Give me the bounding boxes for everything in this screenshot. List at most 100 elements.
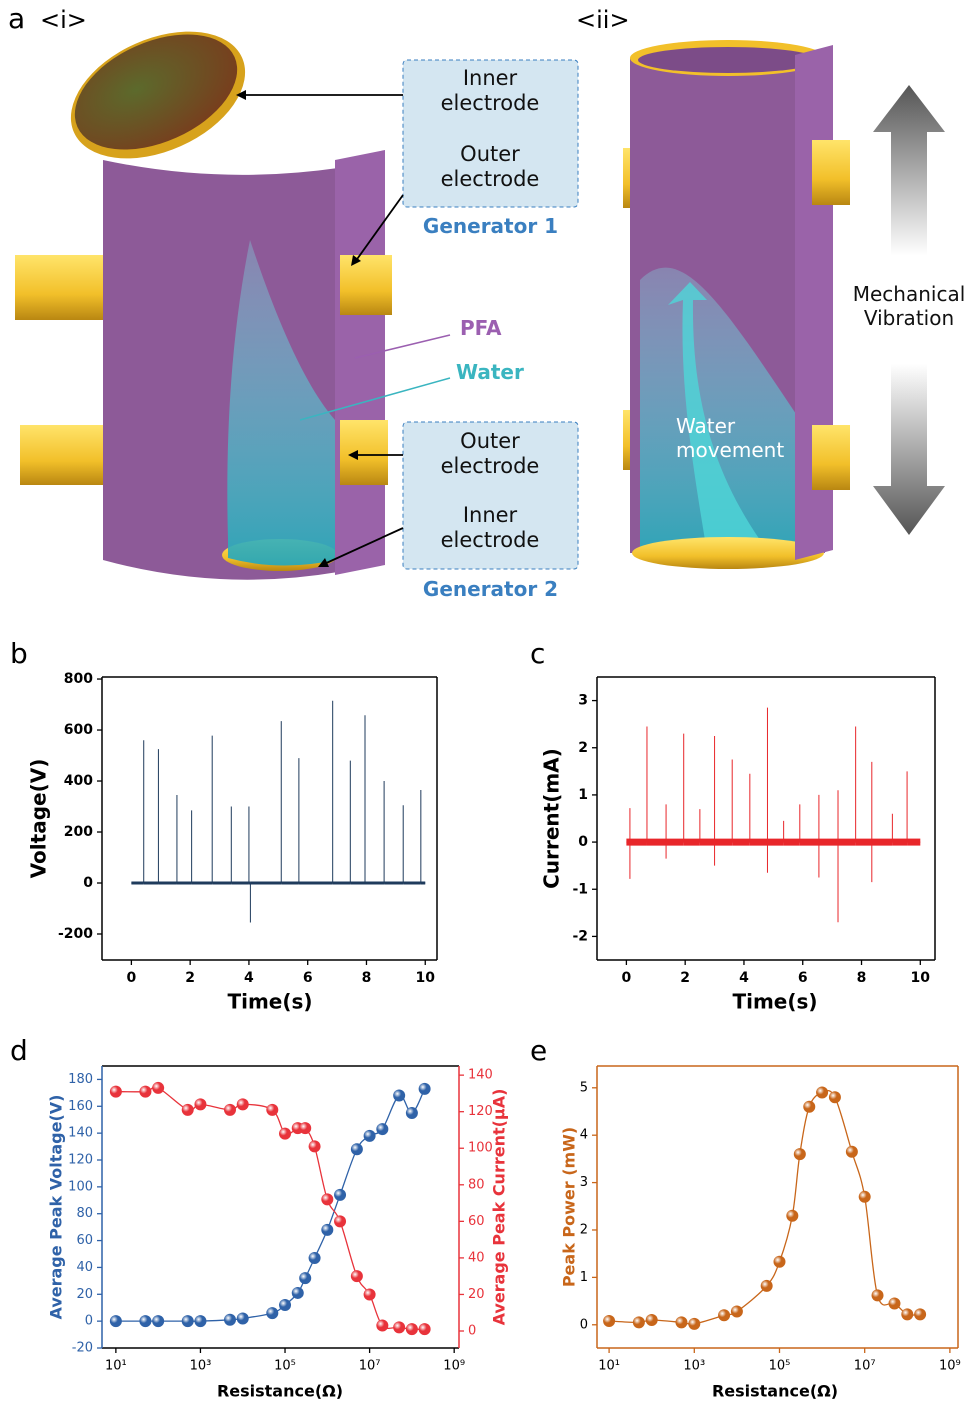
panel-label: a bbox=[8, 2, 25, 36]
marker bbox=[139, 1086, 151, 1098]
y-tick-label: 80 bbox=[76, 1206, 93, 1221]
y2-tick-label: 80 bbox=[468, 1177, 485, 1192]
y-tick-label: 400 bbox=[64, 773, 93, 789]
marker bbox=[152, 1082, 164, 1094]
x-tick-label: 10 bbox=[416, 970, 436, 986]
marker bbox=[224, 1314, 236, 1326]
series-line bbox=[116, 1087, 425, 1329]
panel-sub-label: <ii> bbox=[576, 6, 630, 35]
panel-label: b bbox=[10, 637, 28, 670]
y-tick-label: 1 bbox=[580, 1270, 588, 1285]
x-tick-label: 10³ bbox=[683, 1359, 705, 1374]
y-axis-label: Current(mA) bbox=[540, 748, 564, 889]
generator-label: Generator 2 bbox=[403, 577, 578, 601]
y-tick-label: 2 bbox=[578, 740, 588, 756]
y-tick-label: 40 bbox=[76, 1260, 93, 1275]
y2-tick-label: 60 bbox=[468, 1214, 485, 1229]
x-tick-label: 10⁷ bbox=[359, 1359, 381, 1374]
marker bbox=[773, 1256, 785, 1268]
marker bbox=[334, 1215, 346, 1227]
x-tick-label: 10⁹ bbox=[443, 1359, 465, 1374]
y-tick-label: -2 bbox=[572, 928, 588, 944]
panel-sub-label: <i> bbox=[40, 6, 87, 35]
marker bbox=[364, 1288, 376, 1300]
series-line bbox=[116, 1089, 425, 1321]
marker bbox=[393, 1321, 405, 1333]
marker bbox=[334, 1189, 346, 1201]
x-tick-label: 10⁵ bbox=[274, 1359, 296, 1374]
marker bbox=[731, 1306, 743, 1318]
marker bbox=[419, 1323, 431, 1335]
panel-label: d bbox=[10, 1034, 28, 1067]
x-tick-label: 10 bbox=[911, 970, 931, 986]
callout-text: Outer electrode bbox=[415, 142, 565, 192]
marker bbox=[603, 1315, 615, 1327]
marker bbox=[224, 1104, 236, 1116]
marker bbox=[364, 1130, 376, 1142]
marker bbox=[279, 1299, 291, 1311]
y-axis-label: Peak Power (mW) bbox=[560, 1127, 579, 1287]
marker bbox=[182, 1104, 194, 1116]
x-tick-label: 8 bbox=[362, 970, 372, 986]
x-tick-label: 10³ bbox=[190, 1359, 212, 1374]
y-tick-label: 140 bbox=[68, 1126, 93, 1141]
y-tick-label: 20 bbox=[76, 1287, 93, 1302]
x-axis-label: Time(s) bbox=[732, 990, 817, 1014]
series-line bbox=[131, 701, 425, 923]
y-tick-label: -200 bbox=[58, 926, 93, 942]
y-tick-label: 3 bbox=[580, 1175, 588, 1190]
marker bbox=[351, 1270, 363, 1282]
marker bbox=[901, 1308, 913, 1320]
marker bbox=[633, 1316, 645, 1328]
x-axis-label: Resistance(Ω) bbox=[712, 1382, 838, 1401]
y-tick-label: 160 bbox=[68, 1099, 93, 1114]
marker bbox=[393, 1090, 405, 1102]
marker bbox=[194, 1315, 206, 1327]
y-tick-label: 600 bbox=[64, 722, 93, 738]
material-label: PFA bbox=[460, 316, 502, 340]
marker bbox=[786, 1210, 798, 1222]
marker bbox=[675, 1316, 687, 1328]
marker bbox=[803, 1101, 815, 1113]
marker bbox=[309, 1140, 321, 1152]
marker bbox=[846, 1146, 858, 1158]
y-tick-label: 200 bbox=[64, 824, 93, 840]
y-tick-label: 0 bbox=[83, 875, 93, 891]
marker bbox=[321, 1224, 333, 1236]
marker bbox=[888, 1297, 900, 1309]
series-line bbox=[626, 708, 920, 923]
x-tick-label: 2 bbox=[680, 970, 690, 986]
y-tick-label: 0 bbox=[85, 1314, 93, 1329]
y2-tick-label: 140 bbox=[468, 1068, 493, 1083]
material-label: Water bbox=[456, 360, 524, 384]
marker bbox=[152, 1315, 164, 1327]
x-axis-label: Resistance(Ω) bbox=[217, 1382, 343, 1401]
marker bbox=[292, 1287, 304, 1299]
y-axis-label: Average Peak Voltage(V) bbox=[47, 1095, 66, 1320]
y-tick-label: 120 bbox=[68, 1153, 93, 1168]
y-tick-label: 4 bbox=[580, 1128, 588, 1143]
y-tick-label: 60 bbox=[76, 1233, 93, 1248]
y-tick-label: -20 bbox=[72, 1341, 93, 1356]
marker bbox=[859, 1191, 871, 1203]
figure: b0246810-2000200400600800Time(s)Voltage(… bbox=[0, 0, 973, 1403]
x-tick-label: 4 bbox=[739, 970, 749, 986]
marker bbox=[376, 1123, 388, 1135]
marker bbox=[194, 1098, 206, 1110]
y-tick-label: 1 bbox=[578, 787, 588, 803]
x-tick-label: 2 bbox=[185, 970, 195, 986]
y-tick-label: 5 bbox=[580, 1080, 588, 1095]
marker bbox=[872, 1289, 884, 1301]
marker bbox=[321, 1193, 333, 1205]
chart: e10¹10³10⁵10⁷10⁹012345Resistance(Ω)Peak … bbox=[530, 1034, 961, 1401]
marker bbox=[139, 1315, 151, 1327]
marker bbox=[299, 1122, 311, 1134]
marker bbox=[110, 1086, 122, 1098]
y2-tick-label: 40 bbox=[468, 1250, 485, 1265]
callout-text: Inner electrode bbox=[415, 503, 565, 553]
marker bbox=[406, 1107, 418, 1119]
marker bbox=[829, 1091, 841, 1103]
y2-tick-label: 0 bbox=[468, 1324, 476, 1339]
